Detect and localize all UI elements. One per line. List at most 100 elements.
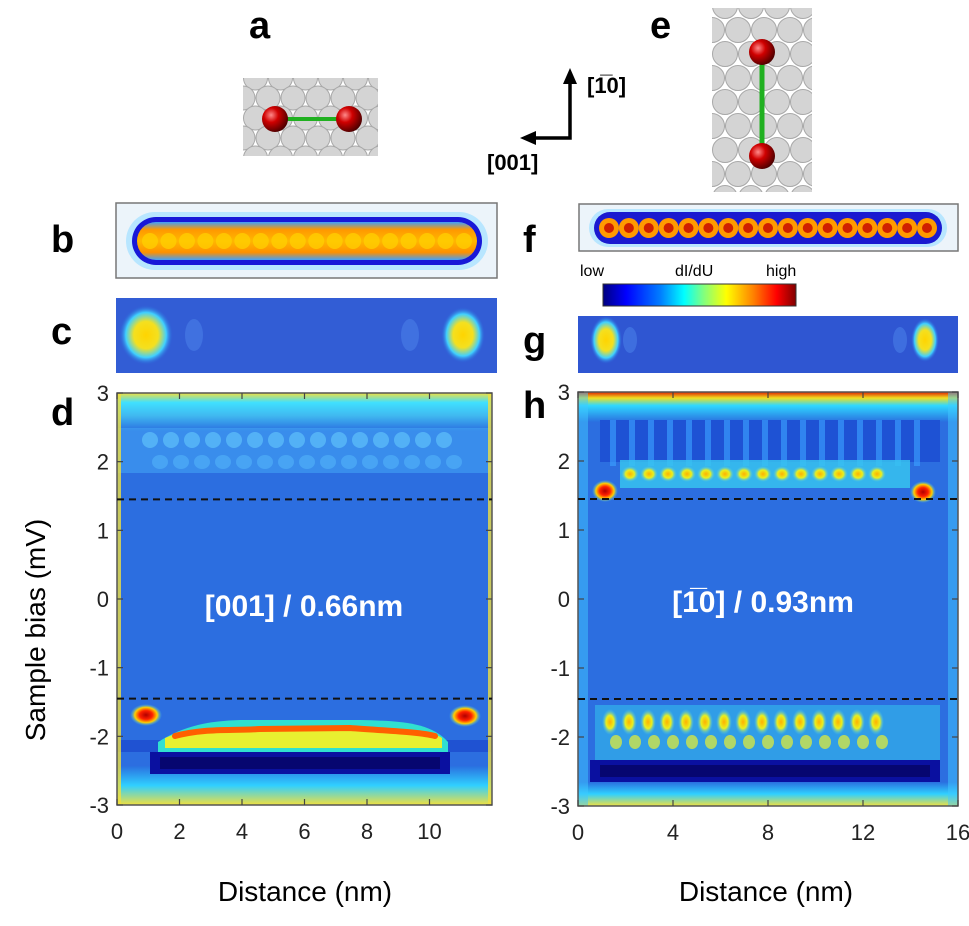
surface-atom <box>268 78 293 91</box>
state-dot <box>811 709 827 735</box>
panel-letter-a: a <box>249 5 271 47</box>
adatom-left <box>262 106 288 132</box>
surface-atom <box>843 90 868 115</box>
band-blob <box>215 455 231 469</box>
colorbar-high-label: high <box>766 263 796 280</box>
colorbar <box>602 283 797 307</box>
surface-atom <box>817 90 842 115</box>
stripe <box>819 420 825 466</box>
surface-atom <box>381 86 405 110</box>
panel-letter-c: c <box>51 311 72 353</box>
chain-atom-core <box>902 223 913 233</box>
surface-atom <box>725 161 751 187</box>
band-blob <box>425 455 441 469</box>
overlay-title-d: [001] / 0.66nm <box>205 590 403 623</box>
stripe <box>629 420 635 466</box>
surface-atom <box>343 78 368 91</box>
chain-atom-core <box>743 223 754 233</box>
surface-atom <box>790 89 812 115</box>
x-tick-label: 0 <box>572 820 584 845</box>
state-dot <box>621 466 639 482</box>
y-tick-label: -3 <box>550 794 570 819</box>
stripe <box>724 420 730 466</box>
surface-atom <box>394 106 418 130</box>
chain-atom <box>382 233 399 249</box>
colorbar-title: dI/dU <box>675 263 713 280</box>
chain-atom <box>326 233 343 249</box>
surface-atom <box>406 126 430 150</box>
surface-atom <box>305 85 331 111</box>
state-dot <box>667 735 679 749</box>
zero-bias-map-c <box>116 298 497 373</box>
state-dot <box>629 735 641 749</box>
band-blob <box>446 455 462 469</box>
state-dot <box>849 709 865 735</box>
surface-atom <box>712 161 725 187</box>
state-dot <box>849 466 867 482</box>
state-dot <box>621 709 637 735</box>
state-dot <box>868 709 884 735</box>
state-dot <box>811 466 829 482</box>
band-blob <box>394 432 410 448</box>
band-blob <box>404 455 420 469</box>
panel-letter-f: f <box>523 219 536 261</box>
y-tick-label: 2 <box>97 450 109 475</box>
chain-atom-core <box>663 223 674 233</box>
chain-atom <box>234 233 251 249</box>
state-dot <box>659 709 675 735</box>
surface-atom <box>219 66 243 90</box>
stripe <box>857 420 863 466</box>
state-dot <box>857 735 869 749</box>
adatom-top <box>749 39 775 65</box>
state-dot <box>830 709 846 735</box>
overlay-title-h: [1̅0] / 0.93nm <box>672 586 854 619</box>
surface-atom <box>712 41 738 67</box>
band-blob <box>299 455 315 469</box>
spectroscopy-map-d: [001] / 0.66nm <box>117 393 492 805</box>
stripe <box>648 420 654 466</box>
stripe <box>743 420 749 466</box>
surface-atom <box>687 138 712 163</box>
surface-atom <box>803 161 812 187</box>
y-tick-label: -3 <box>89 793 109 818</box>
surface-atoms-a <box>206 66 443 156</box>
x-axis-label-d: Distance (nm) <box>218 876 392 907</box>
state-dot <box>754 466 772 482</box>
topography-f <box>578 203 959 252</box>
surface-atom <box>687 90 712 115</box>
surface-atom <box>219 106 243 130</box>
surface-atom <box>381 126 405 150</box>
state-dot <box>868 466 886 482</box>
state-dot <box>648 735 660 749</box>
surface-atom <box>817 42 842 67</box>
state-dot <box>800 735 812 749</box>
surface-atom <box>803 17 812 43</box>
y-tick-label: 1 <box>97 518 109 543</box>
direction-label-horizontal: [001] <box>487 150 538 175</box>
surface-atom <box>764 8 790 19</box>
chain-atom-core <box>703 223 714 233</box>
stripe <box>781 420 787 466</box>
y-tick-label: -2 <box>89 724 109 749</box>
topography-b <box>115 202 498 279</box>
panel-letter-g: g <box>523 320 546 362</box>
surface-atom <box>712 89 738 115</box>
y-tick-label: 3 <box>558 380 570 405</box>
surface-atom <box>830 66 855 91</box>
chain-atom-core <box>683 223 694 233</box>
surface-atom <box>843 138 868 163</box>
state-dot <box>773 466 791 482</box>
surface-atom <box>243 125 256 151</box>
surface-atom <box>206 86 230 110</box>
stripe <box>914 420 920 466</box>
surface-atom <box>419 66 443 90</box>
surface-atom <box>280 125 306 151</box>
surface-atom <box>791 185 812 192</box>
band-blob <box>226 432 242 448</box>
chain-atom-core <box>723 223 734 233</box>
state-dot <box>792 466 810 482</box>
chain-atom <box>437 233 454 249</box>
